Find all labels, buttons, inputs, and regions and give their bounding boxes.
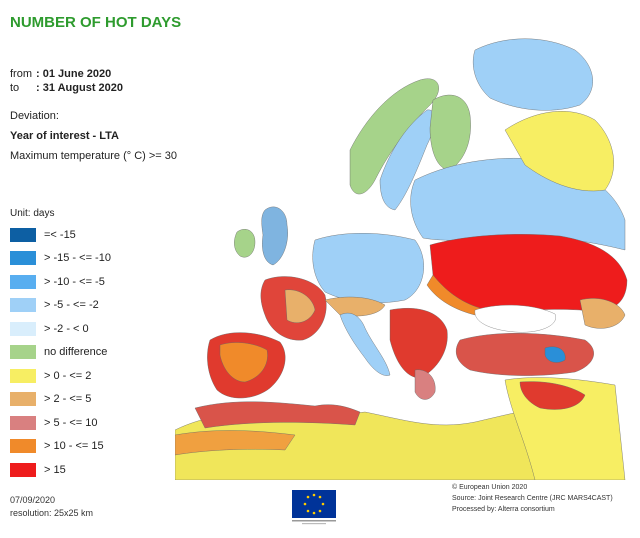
source-text: Source: Joint Research Centre (JRC MARS4… [452,495,613,502]
france-yellow [284,289,316,323]
to-value: : 31 August 2020 [36,82,124,94]
legend-item: no difference [10,341,170,365]
from-value: : 01 June 2020 [36,68,112,80]
legend-label: > -10 - <= -5 [44,275,105,288]
legend-item: > -5 - <= -2 [10,294,170,318]
legend-item: > -15 - <= -10 [10,247,170,271]
legend-label: > 0 - <= 2 [44,369,92,382]
criterion-label: Maximum temperature (° C) >= 30 [10,150,178,162]
map-resolution: resolution: 25x25 km [10,508,94,518]
legend-swatch [10,251,36,266]
legend-label: > -2 - < 0 [44,322,89,335]
european-commission-logo [286,488,342,526]
europe-map [175,38,628,480]
eastern-europe-yellow [504,111,614,192]
legend-label: > -5 - <= -2 [44,299,99,312]
map-title: NUMBER OF HOT DAYS [10,14,182,31]
legend-item: > 5 - <= 10 [10,411,170,435]
legend-label: > 15 [44,463,66,476]
great-britain [261,206,288,266]
turkey-blue [544,346,566,363]
deviation-label: Deviation: [10,110,59,122]
period-block: from : 01 June 2020 to : 31 August 2020 [10,68,123,94]
legend-label: > 10 - <= 15 [44,440,104,453]
map-date: 07/09/2020 [10,495,56,505]
footer-left: 07/09/2020 resolution: 25x25 km [10,494,93,520]
italy [339,312,391,376]
legend-label: no difference [44,346,108,359]
comparison-label: Year of interest - LTA [10,130,120,142]
legend-swatch [10,298,36,313]
legend-label: =< -15 [44,228,76,241]
turkey [455,333,594,376]
legend: Unit: days =< -15 > -15 - <= -10 > -10 - <… [10,208,170,482]
balkans [389,308,448,379]
north-africa-orange [175,430,296,456]
legend-item: > 15 [10,458,170,482]
central-europe [312,233,424,304]
legend-swatch [10,274,36,289]
iberia-orange [219,342,268,383]
legend-swatch [10,368,36,383]
legend-swatch [10,392,36,407]
legend-item: > 2 - <= 5 [10,388,170,412]
legend-item: > -10 - <= -5 [10,270,170,294]
legend-unit: Unit: days [10,208,55,219]
sweden [379,109,435,211]
legend-item: > 0 - <= 2 [10,364,170,388]
legend-swatch [10,321,36,336]
legend-swatch [10,415,36,430]
ireland [234,229,256,258]
legend-swatch [10,227,36,242]
copyright-text: © European Union 2020 [452,484,528,491]
legend-swatch [10,345,36,360]
black-sea [474,304,556,333]
from-label: from [10,68,32,80]
legend-label: > 2 - <= 5 [44,393,92,406]
legend-item: =< -15 [10,223,170,247]
legend-label: > 5 - <= 10 [44,416,98,429]
land [175,38,628,480]
northern-russia [472,38,593,111]
legend-item: > -2 - < 0 [10,317,170,341]
caucasus [579,298,626,329]
north-africa-hot-band [194,401,361,429]
legend-swatch [10,439,36,454]
norway [349,78,439,195]
legend-label: > -15 - <= -10 [44,252,111,265]
footer-right: © European Union 2020 Source: Joint Rese… [452,482,613,515]
to-label: to [10,82,20,94]
finland [429,94,471,171]
processed-text: Processed by: Alterra consortium [452,506,555,513]
legend-item: > 10 - <= 15 [10,435,170,459]
greece [414,369,436,400]
middle-east-red [519,381,586,410]
legend-swatch [10,462,36,477]
ukraine-orange-edge [426,274,481,316]
